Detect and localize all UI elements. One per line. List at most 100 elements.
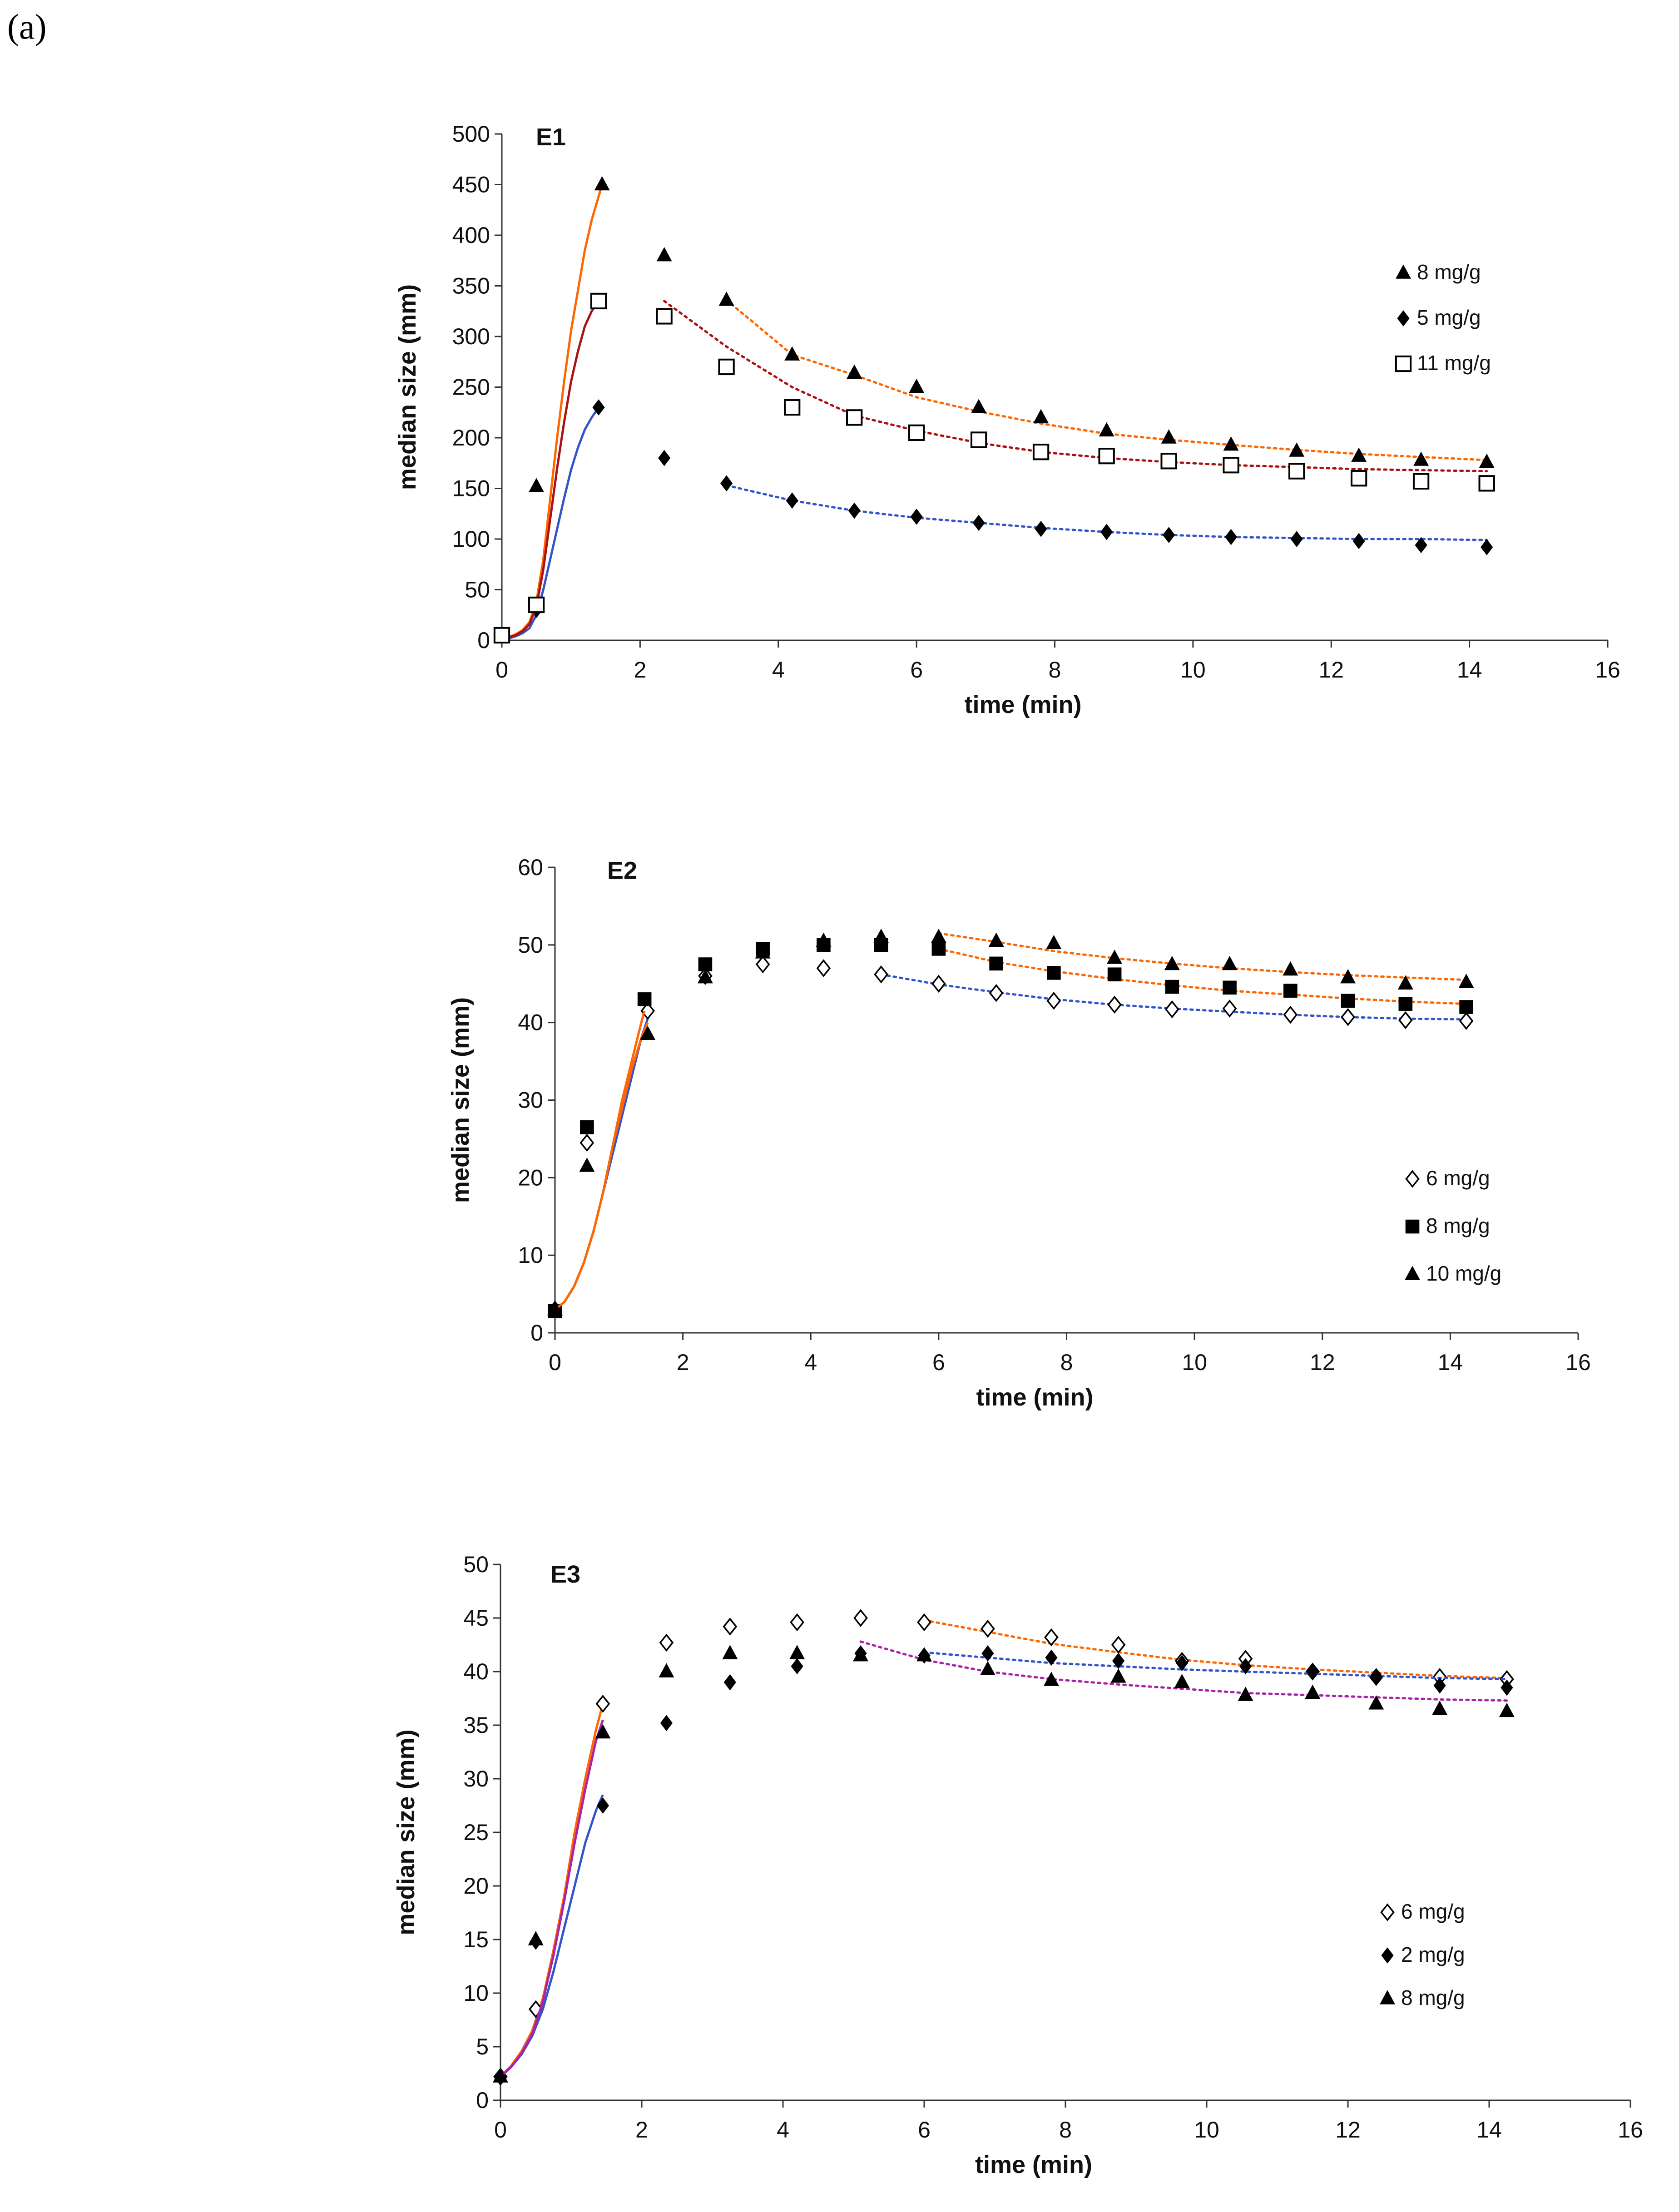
growth-fit-line: [500, 1703, 604, 2078]
y-tick-label: 35: [463, 1712, 489, 1738]
y-tick-label: 30: [463, 1766, 489, 1791]
data-point: [579, 1158, 595, 1172]
series-6-mg-g: [493, 1609, 1514, 2086]
y-tick-label: 15: [463, 1927, 489, 1952]
data-point: [755, 944, 771, 959]
x-tick-label: 6: [910, 657, 923, 683]
y-axis-title: median size (mm): [394, 284, 421, 490]
x-tick-label: 14: [1438, 1350, 1463, 1375]
data-point: [1032, 444, 1050, 460]
data-point: [656, 308, 673, 325]
data-point: [1045, 1649, 1058, 1666]
y-tick-label: 50: [465, 577, 490, 603]
x-tick-label: 0: [495, 657, 508, 683]
data-point: [1341, 1008, 1355, 1026]
data-point: [1165, 980, 1179, 994]
data-point: [590, 292, 607, 310]
x-tick-label: 16: [1595, 657, 1620, 683]
data-point: [1164, 1000, 1179, 1019]
data-point: [1163, 527, 1175, 543]
data-point: [1224, 529, 1238, 545]
y-tick-label: 50: [518, 932, 543, 958]
legend-item-6-mg-g: 6 mg/g: [1405, 1166, 1490, 1190]
data-point: [1283, 1005, 1298, 1024]
y-tick-label: 20: [463, 1873, 489, 1899]
data-point: [1351, 447, 1367, 462]
legend-marker: [1396, 264, 1411, 279]
decay-fit-line: [859, 1640, 1508, 1702]
y-tick-label: 250: [452, 375, 490, 400]
data-point: [1412, 473, 1430, 490]
legend-item-8-mg-g: 8 mg/g: [1396, 260, 1481, 284]
data-point: [1341, 994, 1355, 1008]
legend-marker: [1381, 1947, 1394, 1964]
y-tick-label: 40: [463, 1659, 489, 1684]
data-point: [847, 364, 862, 379]
data-point: [789, 1645, 805, 1659]
data-point: [1481, 539, 1493, 555]
x-tick-label: 10: [1182, 1350, 1207, 1375]
data-point: [989, 984, 1004, 1002]
chart-panel-e3: 0 5 10 15 20 25 30 35 40 45 50 0 2 4 6 8 10 12 14 16 time (m…: [392, 1552, 1643, 2178]
data-point: [528, 1931, 544, 1945]
data-point: [659, 1633, 674, 1652]
x-tick-label: 8: [1059, 2117, 1072, 2143]
data-point: [1283, 961, 1298, 976]
series-6-mg-g: [548, 955, 1474, 1319]
x-tick-label: 4: [772, 657, 785, 683]
data-point: [981, 1619, 995, 1638]
data-point: [493, 627, 510, 643]
data-point: [1288, 463, 1305, 480]
data-point: [816, 959, 831, 977]
x-tick-label: 6: [932, 1350, 945, 1375]
data-point: [1368, 1695, 1384, 1710]
x-tick-label: 12: [1318, 657, 1344, 683]
series-8-mg-g: [548, 938, 1473, 1318]
data-point: [1370, 1668, 1382, 1685]
x-tick-label: 10: [1180, 657, 1206, 683]
x-axis-title: time (min): [964, 691, 1081, 718]
data-point: [853, 1647, 869, 1662]
decay-fit-line: [663, 300, 1488, 473]
decay-fit-line: [937, 947, 1468, 1005]
x-tick-label: 0: [494, 2117, 507, 2143]
data-point: [1433, 1677, 1446, 1694]
x-tick-label: 2: [634, 657, 646, 683]
y-tick-label: 40: [518, 1010, 543, 1035]
legend-label: 8 mg/g: [1401, 1986, 1465, 2009]
data-point: [816, 932, 832, 947]
data-point: [1099, 422, 1114, 437]
data-point: [637, 992, 652, 1006]
chart-panel-e1: 0 50 100 150 200 250 300 350 400 450 500 0 2 4 6 8 10 12 1…: [394, 121, 1620, 718]
y-tick-label: 350: [452, 273, 490, 299]
data-point: [1107, 995, 1122, 1014]
data-point: [853, 1609, 868, 1627]
data-point: [493, 2068, 508, 2083]
data-point: [1035, 520, 1047, 537]
series-8-mg-g: [501, 176, 1495, 640]
data-point: [1223, 980, 1237, 995]
data-point: [1499, 1702, 1515, 1717]
data-point: [596, 1797, 609, 1814]
data-point: [579, 1133, 594, 1152]
data-point: [1047, 966, 1061, 980]
data-point: [755, 955, 770, 974]
growth-fit-line: [554, 1022, 649, 1311]
data-point: [1398, 1011, 1413, 1029]
data-point: [972, 515, 985, 531]
legend-marker: [1397, 310, 1410, 327]
legend-item-10-mg-g: 10 mg/g: [1405, 1262, 1501, 1285]
data-point: [1415, 537, 1427, 554]
data-point: [592, 399, 605, 416]
data-point: [1161, 429, 1177, 444]
data-point: [931, 975, 946, 993]
x-tick-label: 12: [1335, 2117, 1361, 2143]
panel-title-e1: E1: [536, 124, 566, 151]
data-point: [1164, 955, 1180, 970]
y-tick-label: 150: [452, 476, 490, 501]
data-point: [1174, 1673, 1190, 1688]
data-point: [1046, 935, 1062, 950]
data-point: [658, 450, 671, 466]
data-point: [988, 932, 1004, 947]
